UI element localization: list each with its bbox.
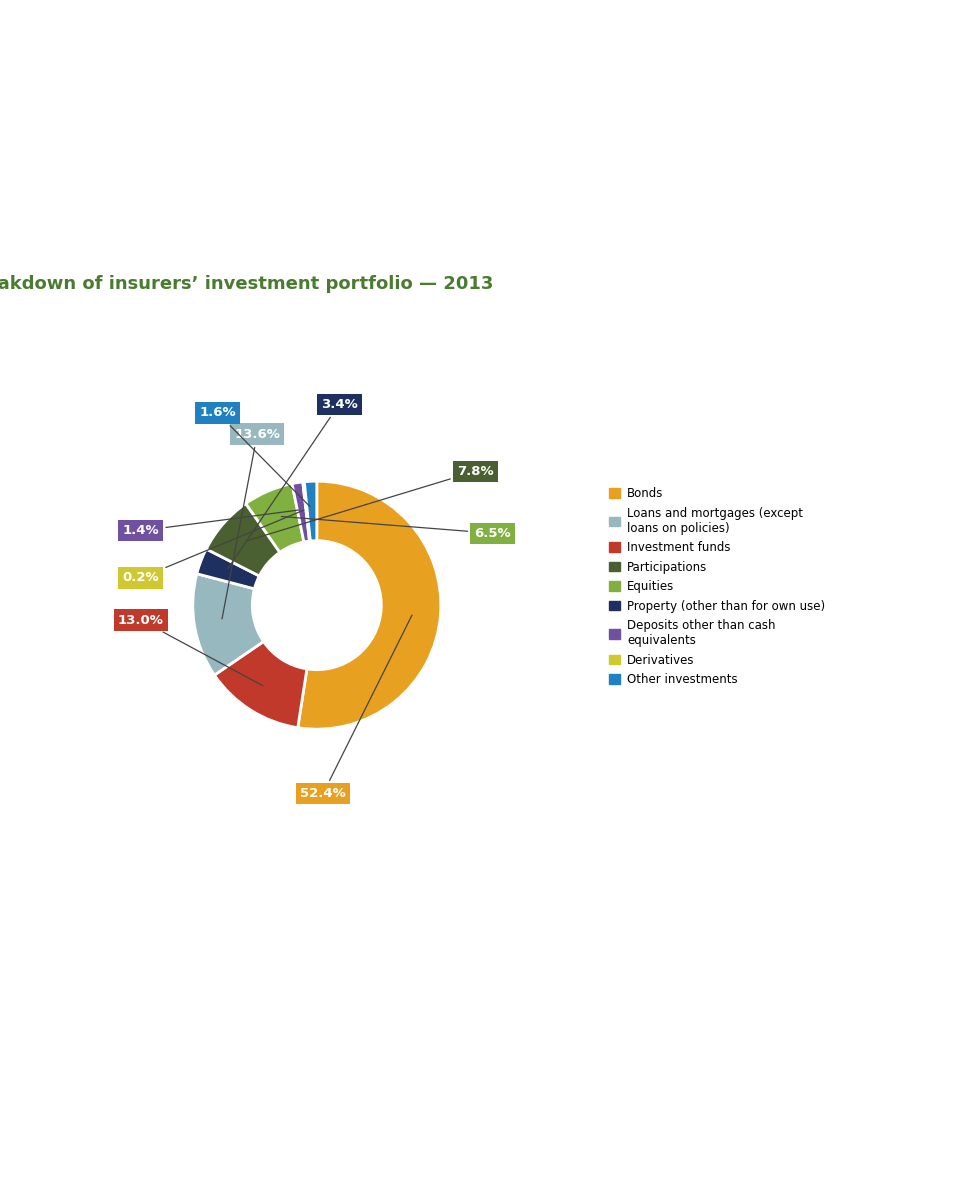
Text: 0.2%: 0.2% <box>122 510 304 584</box>
Text: 52.4%: 52.4% <box>300 615 412 800</box>
Text: 3.4%: 3.4% <box>228 398 357 569</box>
Text: 13.0%: 13.0% <box>118 614 263 686</box>
Text: 1.4%: 1.4% <box>122 510 299 537</box>
Text: Breakdown of insurers’ investment portfolio — 2013: Breakdown of insurers’ investment portfo… <box>0 275 493 294</box>
Wedge shape <box>304 481 317 542</box>
Wedge shape <box>214 641 307 728</box>
Wedge shape <box>298 481 441 729</box>
Wedge shape <box>193 574 264 675</box>
Wedge shape <box>246 483 304 552</box>
Wedge shape <box>206 504 280 576</box>
Text: 7.8%: 7.8% <box>247 465 493 540</box>
Wedge shape <box>197 549 259 589</box>
Text: 1.6%: 1.6% <box>200 406 310 507</box>
Legend: Bonds, Loans and mortgages (except
loans on policies), Investment funds, Partici: Bonds, Loans and mortgages (except loans… <box>610 487 825 686</box>
Text: 6.5%: 6.5% <box>281 517 512 539</box>
Wedge shape <box>292 482 309 542</box>
Text: 13.6%: 13.6% <box>222 428 280 619</box>
Wedge shape <box>302 482 310 542</box>
